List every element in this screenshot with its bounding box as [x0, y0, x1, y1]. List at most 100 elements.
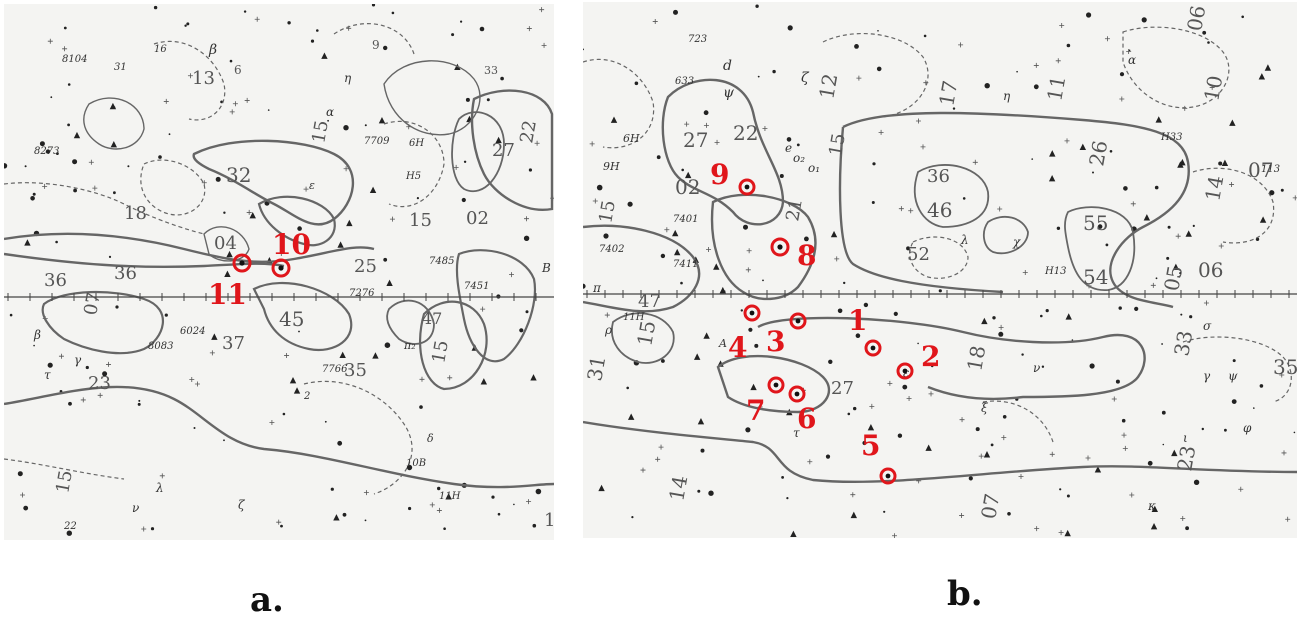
triangle-star-marker [1229, 119, 1236, 126]
star-label: ζ [238, 498, 246, 512]
star-label: 31 [114, 62, 127, 73]
star-dot [786, 137, 792, 142]
cross-mark [419, 376, 425, 382]
star-dot [968, 476, 973, 481]
star-dot [451, 33, 455, 37]
cross-mark [244, 97, 250, 103]
star-dot [280, 524, 283, 528]
star-dot [443, 527, 446, 530]
star-dot [72, 159, 78, 165]
cross-mark [1122, 445, 1128, 451]
star-dot [1066, 494, 1070, 498]
contour-number: 02 [675, 175, 700, 199]
contour-number: 15 [595, 199, 620, 225]
panel-a-caption: a. [250, 580, 284, 620]
cross-mark [106, 361, 112, 367]
star-dot [796, 143, 800, 147]
star-dot [267, 109, 270, 111]
star-label: φ [1243, 421, 1252, 435]
triangle-star-marker [925, 444, 932, 451]
star-chart-panel-b: 12 17 11 10 06 27 22 02 15 21 15 36 46 5… [583, 2, 1297, 538]
star-dot [150, 527, 155, 531]
cross-mark [908, 208, 914, 214]
star-dot [938, 289, 942, 293]
contour-number: 21 [782, 197, 807, 223]
triangle-star-marker [289, 376, 297, 384]
triangle-star-marker [1258, 73, 1266, 80]
star-dot [532, 523, 537, 528]
star-label: 8104 [62, 54, 87, 65]
star-label: τ [793, 426, 800, 440]
cross-mark [1180, 515, 1186, 521]
cross-mark [746, 248, 752, 254]
contour-number: 35 [1273, 355, 1297, 379]
star-dot [316, 29, 319, 32]
triangle-star-marker [684, 171, 692, 179]
cross-mark [209, 350, 215, 356]
star-catalog-labels: 8104 31 16 β η α 8273 6H 7709 H5 7485 74… [33, 42, 551, 532]
cross-mark [1111, 396, 1117, 402]
cross-mark [19, 492, 25, 498]
star-dot [391, 11, 395, 15]
star-label: A [718, 337, 727, 350]
star-dot [772, 69, 776, 74]
star-dot [1115, 379, 1120, 384]
star-dot [383, 45, 388, 51]
star-dot [837, 308, 843, 314]
contour-number: 33 [484, 64, 498, 77]
star-dot [63, 26, 67, 30]
star-label: ψ [723, 85, 735, 101]
star-dot [872, 162, 876, 166]
marker-label-1: 1 [848, 304, 867, 337]
star-dot [168, 133, 171, 136]
marker-label-2: 2 [921, 340, 940, 373]
star-dot [1016, 70, 1018, 73]
star-dot [56, 152, 59, 156]
cross-mark [1130, 201, 1136, 207]
star-dot [853, 406, 857, 411]
star-dot [1118, 306, 1122, 310]
triangle-star-marker [1221, 159, 1229, 166]
cross-mark [762, 125, 768, 131]
star-dot [184, 24, 187, 27]
cross-mark [850, 492, 856, 498]
star-dot [998, 331, 1004, 337]
cross-mark [1018, 473, 1024, 479]
star-dot [416, 197, 419, 200]
triangle-star-marker [697, 418, 705, 425]
cross-mark [187, 73, 193, 79]
contour-number: 55 [1083, 211, 1108, 235]
triangle-star-marker [983, 451, 991, 458]
star-label: d [723, 58, 732, 74]
star-dot [67, 83, 71, 86]
star-dot [30, 196, 35, 201]
star-label: ο₂ [793, 151, 805, 165]
star-dot [419, 405, 423, 409]
star-dot [523, 235, 530, 241]
star-dot [364, 519, 367, 522]
star-dot [673, 9, 678, 15]
star-dot [1167, 225, 1171, 229]
star-dot [1121, 418, 1126, 423]
star-dot [330, 487, 334, 491]
cross-mark [92, 185, 98, 191]
star-dot [217, 178, 221, 182]
marker-6: 6 [788, 385, 816, 435]
star-dot [1040, 314, 1043, 318]
cross-mark [915, 118, 921, 124]
star-label: 7709 [364, 136, 390, 147]
star-dot [743, 224, 748, 230]
star-dot [990, 443, 994, 447]
star-label: ε [309, 179, 315, 192]
cross-mark [436, 507, 442, 513]
star-dot [804, 236, 809, 242]
cross-mark [834, 256, 840, 262]
cross-mark [1058, 530, 1064, 536]
star-field [4, 4, 554, 536]
cross-mark [303, 186, 309, 192]
contour-number: 27 [492, 140, 515, 161]
star-dot [1166, 256, 1170, 260]
cross-mark [163, 98, 169, 104]
contour-number: 17 [934, 79, 962, 108]
contour-number: 36 [114, 263, 137, 284]
